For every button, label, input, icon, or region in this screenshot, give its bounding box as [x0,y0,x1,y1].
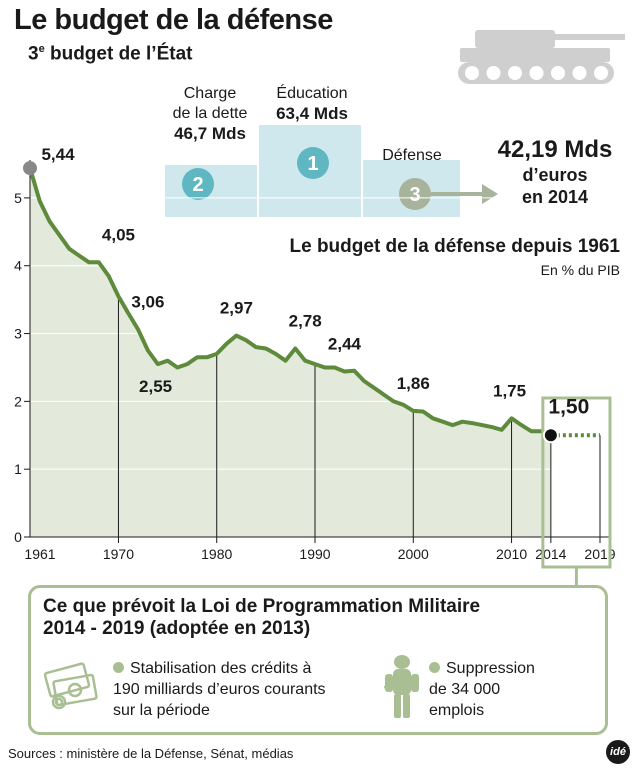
x-tick-label: 1990 [299,546,330,562]
podium-badge-3-circle [399,178,431,210]
lpm-bullet-jobs: Suppression de 34 000 emplois [429,658,535,721]
lpm-bullet-jobs-line2: de 34 000 [429,681,501,698]
sources: Sources : ministère de la Défense, Sénat… [8,746,294,761]
x-tick-label: 1961 [24,546,55,562]
x-tick-label: 2000 [398,546,429,562]
end-marker [542,427,559,444]
y-tick-label: 2 [14,393,22,409]
lpm-bullet-credits-text1: Stabilisation des crédits à [130,660,312,677]
page-subtitle: 3e budget de l’État [28,43,192,65]
lpm-bullet-credits-line1: Stabilisation des crédits à [113,658,326,679]
podium-badge-2-text: 2 [192,174,203,196]
tank-wheel [486,66,501,80]
podium-third-name: Défense [382,147,442,164]
podium-second-value: 46,7 Mds [174,124,246,143]
tank-wheel [465,66,479,80]
bullet-dot [113,662,124,673]
podium-second-line2: de la dette [172,105,248,122]
y-tick-label: 5 [14,190,22,206]
tank-gun [540,34,625,40]
data-label: 1,75 [493,381,526,400]
defense-total-value: 42,19 Mds [497,136,613,163]
tank-wheel [572,66,587,80]
data-label: 2,55 [139,377,172,396]
podium-second-label: Charge de la dette 46,7 Mds [150,84,270,144]
x-tick-label: 2010 [496,546,527,562]
lpm-bullet-credits-line2: 190 milliards d’euros courants [113,681,326,698]
data-label: 2,44 [328,335,362,354]
lpm-bullet-credits: Stabilisation des crédits à 190 milliard… [113,658,326,721]
tank-turret [475,30,555,48]
page-title: Le budget de la défense [14,4,333,36]
podium-first-label: Éducation 63,4 Mds [252,84,372,124]
data-label: 5,44 [41,145,75,164]
podium-badge-1-circle [297,147,329,179]
tank-wheel [508,66,522,80]
subtitle-rank: 3 [28,43,39,65]
y-tick-label: 0 [14,529,22,545]
lpm-bullet-jobs-line1: Suppression [429,658,535,679]
data-label: 2,78 [289,311,322,330]
defense-arrow-head [482,184,498,204]
data-label: 4,05 [102,225,135,244]
x-tick-label: 1970 [103,546,134,562]
x-tick-label: 1980 [201,546,232,562]
podium-first-name: Éducation [276,85,348,102]
y-tick-label: 3 [14,326,22,342]
bullet-dot [429,662,440,673]
lpm-title: Ce que prévoit la Loi de Programmation M… [43,596,603,640]
lpm-bullet-jobs-text1: Suppression [446,660,535,677]
data-label: 3,06 [131,292,164,311]
x-tick-label: 2019 [584,546,615,562]
data-label: 2,97 [220,299,253,318]
chart-unit: En % du PIB [540,262,620,278]
defense-total-unit1: d’euros [522,165,588,185]
tank-icon [458,30,625,84]
data-label: 1,50 [548,395,589,418]
podium-first-value: 63,4 Mds [276,104,348,123]
podium-badge-1-text: 1 [307,153,318,175]
lpm-box: Ce que prévoit la Loi de Programmation M… [28,585,608,735]
podium-badge-2-circle [182,168,214,200]
tank-wheel [529,66,544,80]
lpm-bullet-credits-line3: sur la période [113,702,210,719]
tank-wheel [594,66,608,80]
tank-wheel [551,66,565,80]
area-fill [30,168,551,537]
y-tick-label: 1 [14,461,22,477]
publisher-logo: idé [606,740,630,764]
y-tick-label: 4 [14,258,22,274]
defense-total: 42,19 Mds d’euros en 2014 [480,136,630,208]
subtitle-text: budget de l’État [44,43,193,65]
soldier-icon [383,655,419,718]
lpm-bullet-jobs-line3: emplois [429,702,485,719]
podium-third-label: Défense [362,146,462,166]
defense-total-unit2: en 2014 [521,187,589,207]
lpm-title-line1: Ce que prévoit la Loi de Programmation M… [43,596,481,617]
tank-hull [460,48,610,62]
start-marker [23,161,37,176]
series-line [28,167,552,438]
podium-badge-3-text: 3 [409,184,420,206]
lpm-title-line2: 2014 - 2019 (adoptée en 2013) [43,618,311,639]
subtitle-sup: e [38,43,45,55]
data-label: 1,86 [397,374,430,393]
podium-second-line1: Charge [183,85,237,102]
chart-title: Le budget de la défense depuis 1961 [289,236,621,257]
x-tick-label: 2014 [535,546,566,562]
projection-frame [541,396,612,569]
money-icon [43,662,98,710]
